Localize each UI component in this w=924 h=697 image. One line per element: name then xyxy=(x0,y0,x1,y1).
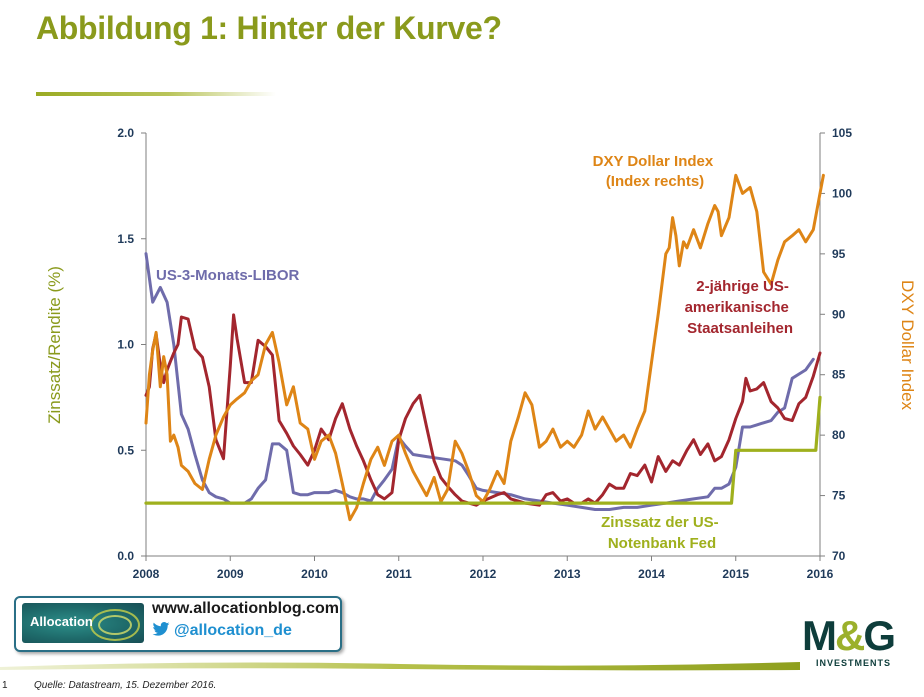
y2-tick-label: 90 xyxy=(832,307,846,321)
y-tick-label: 1.5 xyxy=(117,232,134,246)
title-underline xyxy=(36,92,276,96)
chart-series xyxy=(144,173,825,522)
x-tick-label: 2012 xyxy=(470,567,497,581)
dxy-series-line xyxy=(144,173,825,522)
allocation-logo-text: Allocation xyxy=(30,614,93,629)
y-tick-label: 0.5 xyxy=(117,443,134,457)
mg-investments-logo: M&G INVESTMENTS xyxy=(802,614,920,682)
plot-area xyxy=(145,133,821,557)
x-tick-label: 2009 xyxy=(217,567,244,581)
x-tick-label: 2008 xyxy=(133,567,160,581)
x-tick-label: 2013 xyxy=(554,567,581,581)
dxy-label-line-2: (Index rechts) xyxy=(606,173,704,190)
page-title: Abbildung 1: Hinter der Kurve? xyxy=(36,10,502,46)
y-tick-label: 0.0 xyxy=(117,549,134,563)
blog-promo-box[interactable]: Allocation www.allocationblog.com @alloc… xyxy=(14,596,342,652)
x-tick-label: 2014 xyxy=(638,567,665,581)
treasury-label: 2-jährige US- amerikanische Staatsanleih… xyxy=(685,278,793,337)
fed-series-line xyxy=(144,395,822,505)
treasury-label-line-3: Staatsanleihen xyxy=(687,320,793,337)
y2-tick-label: 85 xyxy=(832,368,846,382)
x-tick-label: 2011 xyxy=(386,567,412,581)
y2-tick-label: 75 xyxy=(832,489,846,503)
twitter-handle-text: @allocation_de xyxy=(174,622,292,639)
fed-label-line-1: Zinssatz der US- xyxy=(601,514,719,531)
y2-tick-label: 100 xyxy=(832,186,852,200)
mg-letter-m: M xyxy=(802,612,837,659)
y2-tick-label: 70 xyxy=(832,549,846,563)
dxy-label-line-1: DXY Dollar Index xyxy=(593,153,714,170)
page-number: 1 xyxy=(2,680,8,691)
x-tick-label: 2016 xyxy=(807,567,834,581)
mg-letter-g: G xyxy=(863,612,896,659)
y-tick-label: 1.0 xyxy=(117,338,134,352)
treasury-series-line xyxy=(144,313,822,507)
y2-tick-label: 105 xyxy=(832,126,852,140)
libor-label: US-3-Monats-LIBOR xyxy=(156,267,299,284)
x-tick-label: 2015 xyxy=(722,567,749,581)
twitter-bird-icon xyxy=(152,622,170,636)
blog-url-link[interactable]: www.allocationblog.com xyxy=(152,600,339,617)
footer-decorative-band xyxy=(0,662,800,671)
treasury-label-line-1: 2-jährige US- xyxy=(696,278,789,295)
allocation-logo: Allocation xyxy=(22,603,144,643)
line-chart: 2008 2009 2010 2011 2012 2013 2014 2015 2016 0.0 0… xyxy=(45,126,917,581)
fed-label: Zinssatz der US- Notenbank Fed xyxy=(601,514,723,552)
left-y-axis-label: Zinssatz/Rendite (%) xyxy=(45,266,64,424)
axis-ticks: 2008 2009 2010 2011 2012 2013 2014 2015 2016 0.0 0… xyxy=(117,126,852,581)
treasury-label-line-2: amerikanische xyxy=(685,299,789,316)
fed-label-line-2: Notenbank Fed xyxy=(608,535,716,552)
y-tick-label: 2.0 xyxy=(117,126,134,140)
mg-ampersand: & xyxy=(835,612,865,659)
x-tick-label: 2010 xyxy=(301,567,328,581)
mg-investments-text: INVESTMENTS xyxy=(816,658,892,668)
dxy-label: DXY Dollar Index (Index rechts) xyxy=(593,153,718,190)
source-note: Quelle: Datastream, 15. Dezember 2016. xyxy=(34,680,217,691)
y2-tick-label: 95 xyxy=(832,247,846,261)
right-y-axis-label: DXY Dollar Index xyxy=(898,280,917,411)
twitter-handle[interactable]: @allocation_de xyxy=(152,622,292,640)
y2-tick-label: 80 xyxy=(832,428,846,442)
